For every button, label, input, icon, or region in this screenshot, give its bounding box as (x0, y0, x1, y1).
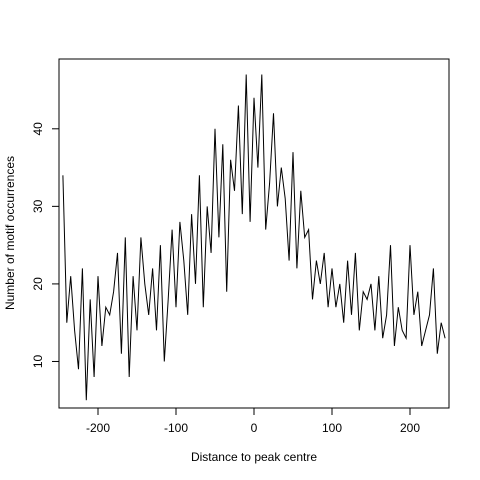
x-axis: -200 -100 0 100 200 (86, 407, 420, 435)
y-tick-label: 20 (31, 277, 45, 291)
x-tick-label: 0 (251, 421, 258, 435)
y-tick-label: 10 (31, 354, 45, 368)
y-tick-label: 30 (31, 199, 45, 213)
x-tick-label: 200 (400, 421, 420, 435)
y-tick-label: 40 (31, 122, 45, 136)
x-axis-title: Distance to peak centre (191, 450, 317, 464)
y-axis: 10 20 30 40 (31, 122, 60, 368)
x-tick-label: 100 (322, 421, 342, 435)
y-axis-title: Number of motif occurrences (3, 156, 17, 310)
series-line (62, 74, 446, 401)
x-tick-label: -100 (164, 421, 188, 435)
x-tick-label: -200 (86, 421, 110, 435)
